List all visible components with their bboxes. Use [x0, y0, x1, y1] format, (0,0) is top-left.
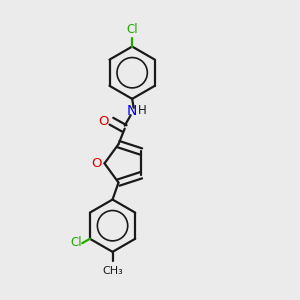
- Text: Cl: Cl: [126, 23, 138, 37]
- Text: N: N: [127, 104, 137, 118]
- Text: O: O: [99, 115, 109, 128]
- Text: Cl: Cl: [70, 236, 82, 249]
- Text: CH₃: CH₃: [102, 266, 123, 276]
- Text: H: H: [138, 104, 146, 117]
- Text: O: O: [91, 157, 101, 170]
